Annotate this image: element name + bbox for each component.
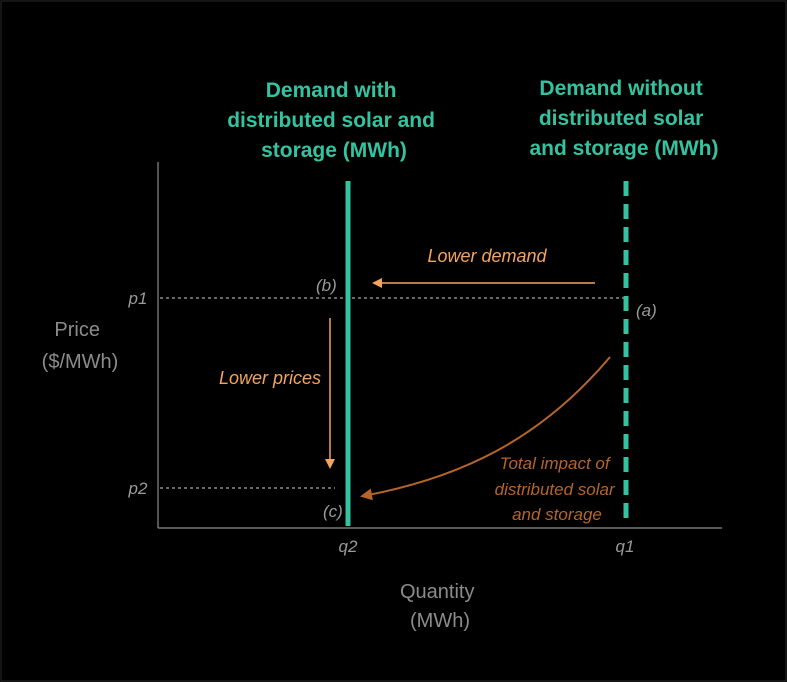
tick-q1: q1 [616, 537, 635, 556]
title-without-storage: Demand without distributed solar and sto… [530, 77, 719, 160]
total-impact-arrow [360, 356, 611, 501]
lower-demand-label: Lower demand [427, 246, 547, 266]
tick-q2: q2 [339, 537, 358, 556]
tick-p1: p1 [128, 289, 148, 308]
lower-prices-label: Lower prices [219, 368, 321, 388]
tick-p2: p2 [128, 479, 148, 498]
point-b-label: (b) [316, 276, 337, 295]
x-axis-label: Quantity (MWh) [400, 581, 480, 632]
point-c-label: (c) [323, 502, 343, 521]
point-a-label: (a) [636, 301, 657, 320]
y-axis-label: Price ($/MWh) [42, 319, 119, 373]
total-impact-label: Total impact of distributed solar and st… [495, 454, 620, 524]
title-with-storage: Demand with distributed solar and storag… [227, 79, 441, 162]
